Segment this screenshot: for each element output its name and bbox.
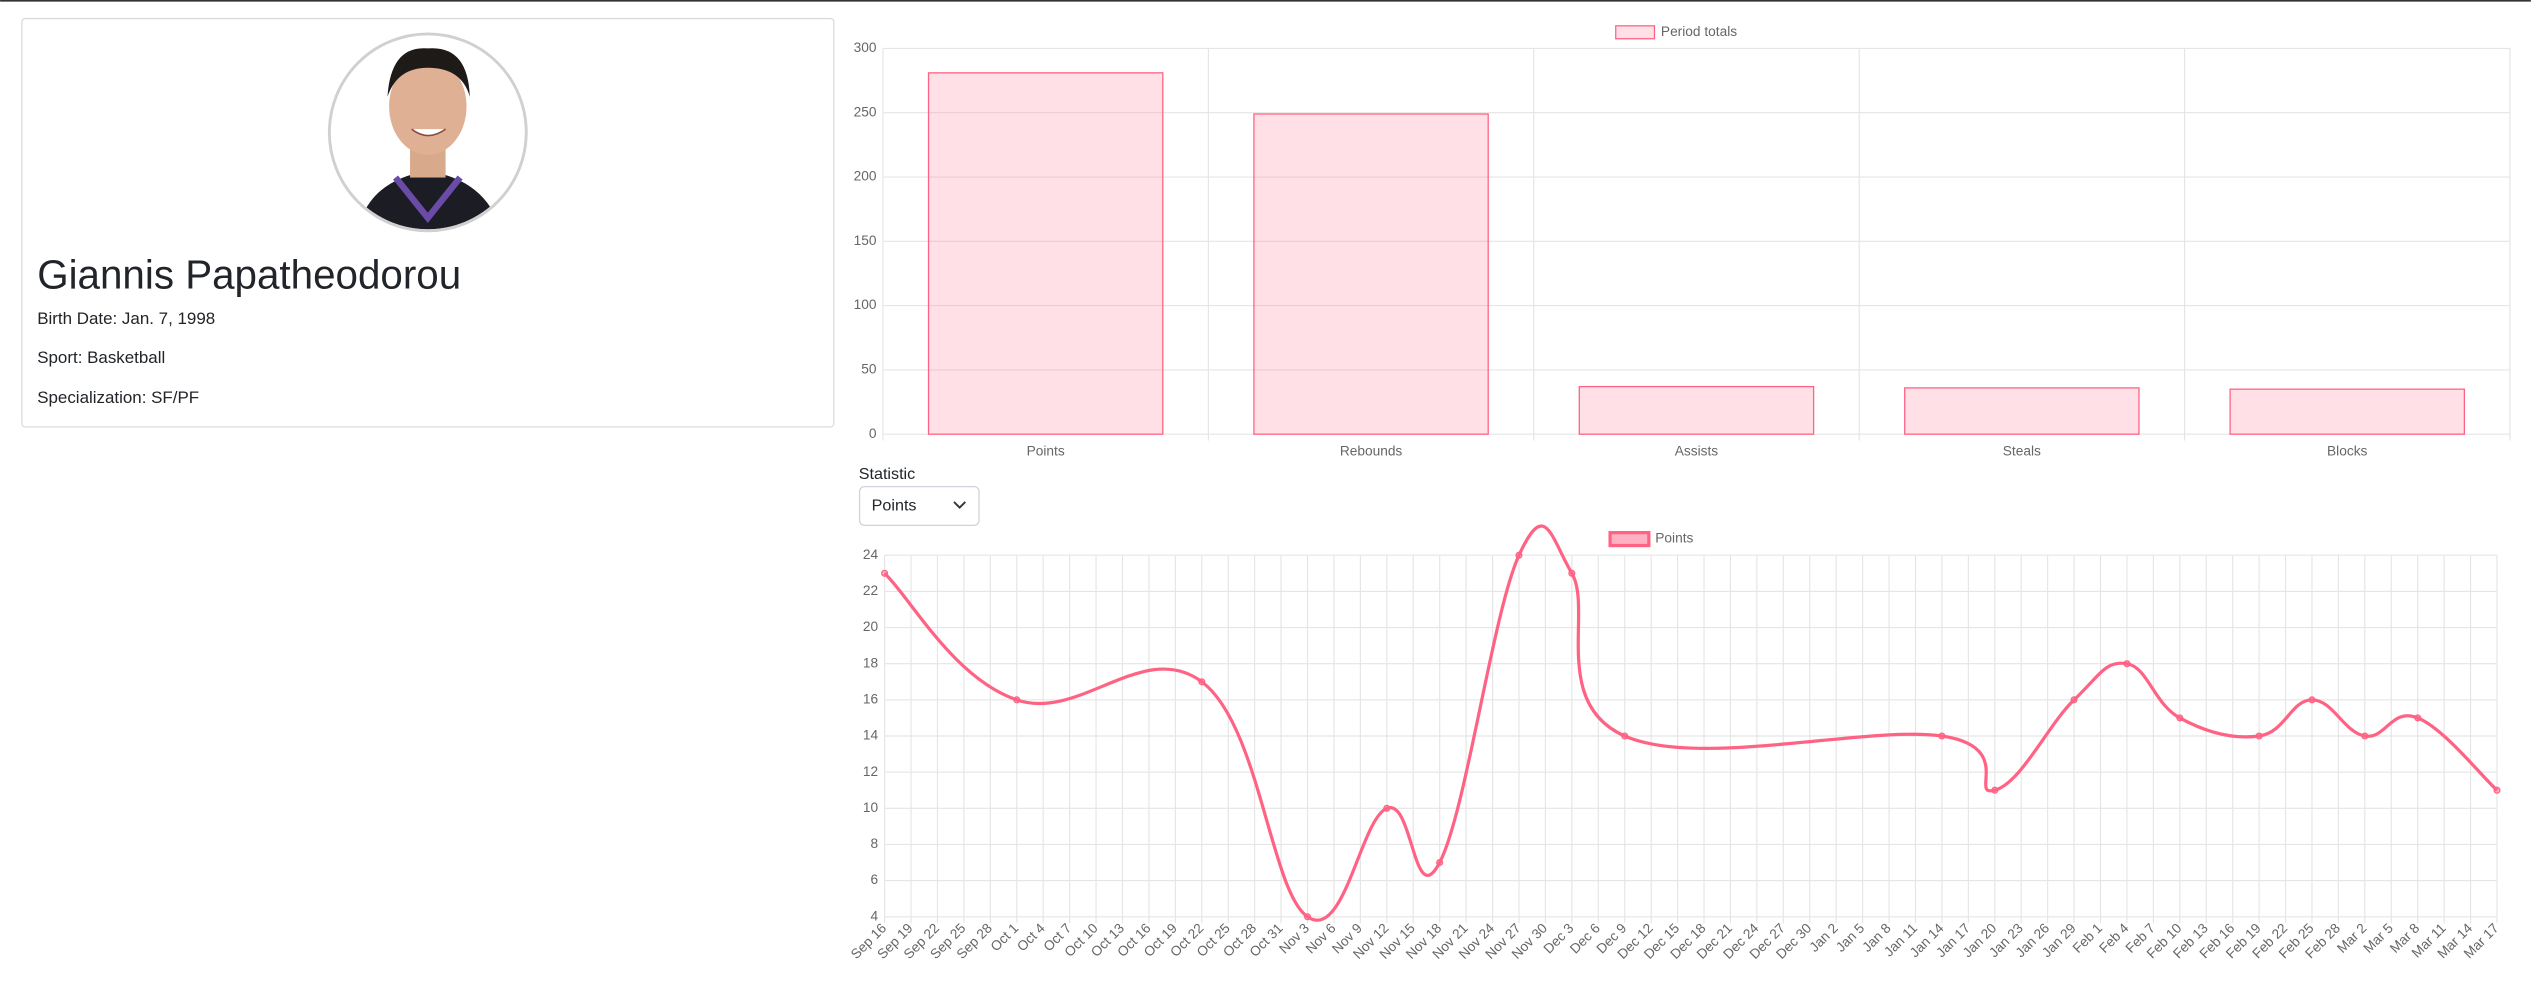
y-tick-label: 14	[863, 728, 879, 743]
y-tick-label: 150	[854, 233, 877, 248]
bar	[1253, 113, 1489, 435]
legend-label: Points	[1655, 531, 1693, 546]
point	[2070, 696, 2078, 704]
bar	[2229, 388, 2466, 435]
point	[1013, 696, 1021, 704]
x-tick-label: Mar 2	[2334, 921, 2369, 956]
x-tick-label: Blocks	[2327, 444, 2368, 459]
point	[2361, 732, 2369, 740]
point	[1991, 786, 1999, 794]
point	[2493, 786, 2501, 794]
y-tick-label: 250	[854, 104, 877, 119]
y-tick-label: 16	[863, 691, 879, 706]
birth-date: Birth Date: Jan. 7, 1998	[37, 309, 215, 328]
statistic-select[interactable]: Points	[858, 485, 980, 527]
point	[1436, 858, 1444, 867]
point	[1568, 569, 1576, 577]
y-tick-label: 20	[863, 619, 879, 634]
point	[1383, 804, 1391, 812]
select-box[interactable]	[858, 485, 980, 527]
y-tick-label: 22	[863, 583, 878, 598]
point	[1621, 732, 1629, 740]
line-series	[883, 524, 2499, 922]
point	[1303, 913, 1312, 921]
y-tick-label: 10	[863, 800, 879, 815]
point	[2123, 660, 2131, 668]
legend-swatch	[1608, 531, 1651, 548]
avatar	[327, 32, 528, 233]
point	[1938, 732, 1946, 740]
point	[2308, 696, 2316, 704]
y-tick-label: 200	[854, 169, 877, 184]
y-tick-label: 300	[854, 40, 877, 55]
bar	[927, 72, 1164, 435]
y-tick-label: 24	[863, 547, 879, 562]
x-tick-label: Jan 2	[1807, 921, 1841, 955]
legend-label: Period totals	[1661, 24, 1737, 39]
point	[1515, 551, 1523, 559]
x-tick-label: Assists	[1675, 444, 1719, 459]
point	[881, 569, 889, 577]
select-label: Statistic	[859, 465, 915, 483]
x-tick-label: Mar 5	[2361, 920, 2397, 956]
y-tick-label: 18	[863, 655, 879, 670]
x-tick-label: Steals	[2003, 444, 2041, 459]
x-tick-label: Oct 1	[988, 921, 1022, 955]
x-tick-label: Jan 5	[1833, 920, 1868, 955]
y-tick-label: 4	[871, 908, 879, 923]
x-tick-label: Feb 4	[2096, 920, 2132, 956]
y-tick-label: 0	[869, 426, 877, 441]
bar	[1578, 385, 1815, 435]
point	[2255, 732, 2263, 740]
chevron	[953, 501, 966, 509]
point	[2176, 714, 2184, 722]
legend-swatch	[1615, 25, 1656, 40]
y-tick-label: 12	[863, 764, 878, 779]
y-tick-label: 6	[871, 872, 879, 887]
bar	[1904, 387, 2140, 435]
point	[1198, 678, 1206, 686]
y-tick-label: 8	[871, 836, 879, 851]
y-tick-label: 50	[861, 362, 877, 377]
x-tick-label: Oct 4	[1014, 920, 1048, 954]
y-tick-label: 100	[854, 297, 877, 312]
sport: Sport: Basketball	[37, 348, 165, 367]
x-tick-label: Feb 1	[2070, 921, 2105, 956]
specialization: Specialization: SF/PF	[37, 388, 199, 407]
player-name: Giannis Papatheodorou	[37, 251, 461, 297]
point	[2414, 714, 2422, 722]
x-tick-label: Points	[1027, 444, 1065, 459]
x-tick-label: Rebounds	[1340, 444, 1403, 459]
select-value[interactable]: Points	[872, 496, 917, 514]
